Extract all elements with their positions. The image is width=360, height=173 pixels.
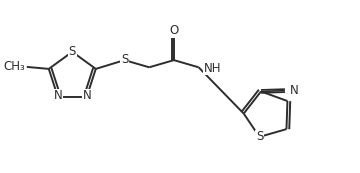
- Text: N: N: [53, 89, 62, 102]
- Text: CH₃: CH₃: [3, 60, 25, 73]
- Text: S: S: [256, 130, 263, 143]
- Text: N: N: [82, 89, 91, 102]
- Text: NH: NH: [203, 62, 221, 75]
- Text: S: S: [121, 53, 128, 66]
- Text: S: S: [69, 45, 76, 58]
- Text: O: O: [169, 24, 179, 37]
- Text: N: N: [290, 84, 298, 97]
